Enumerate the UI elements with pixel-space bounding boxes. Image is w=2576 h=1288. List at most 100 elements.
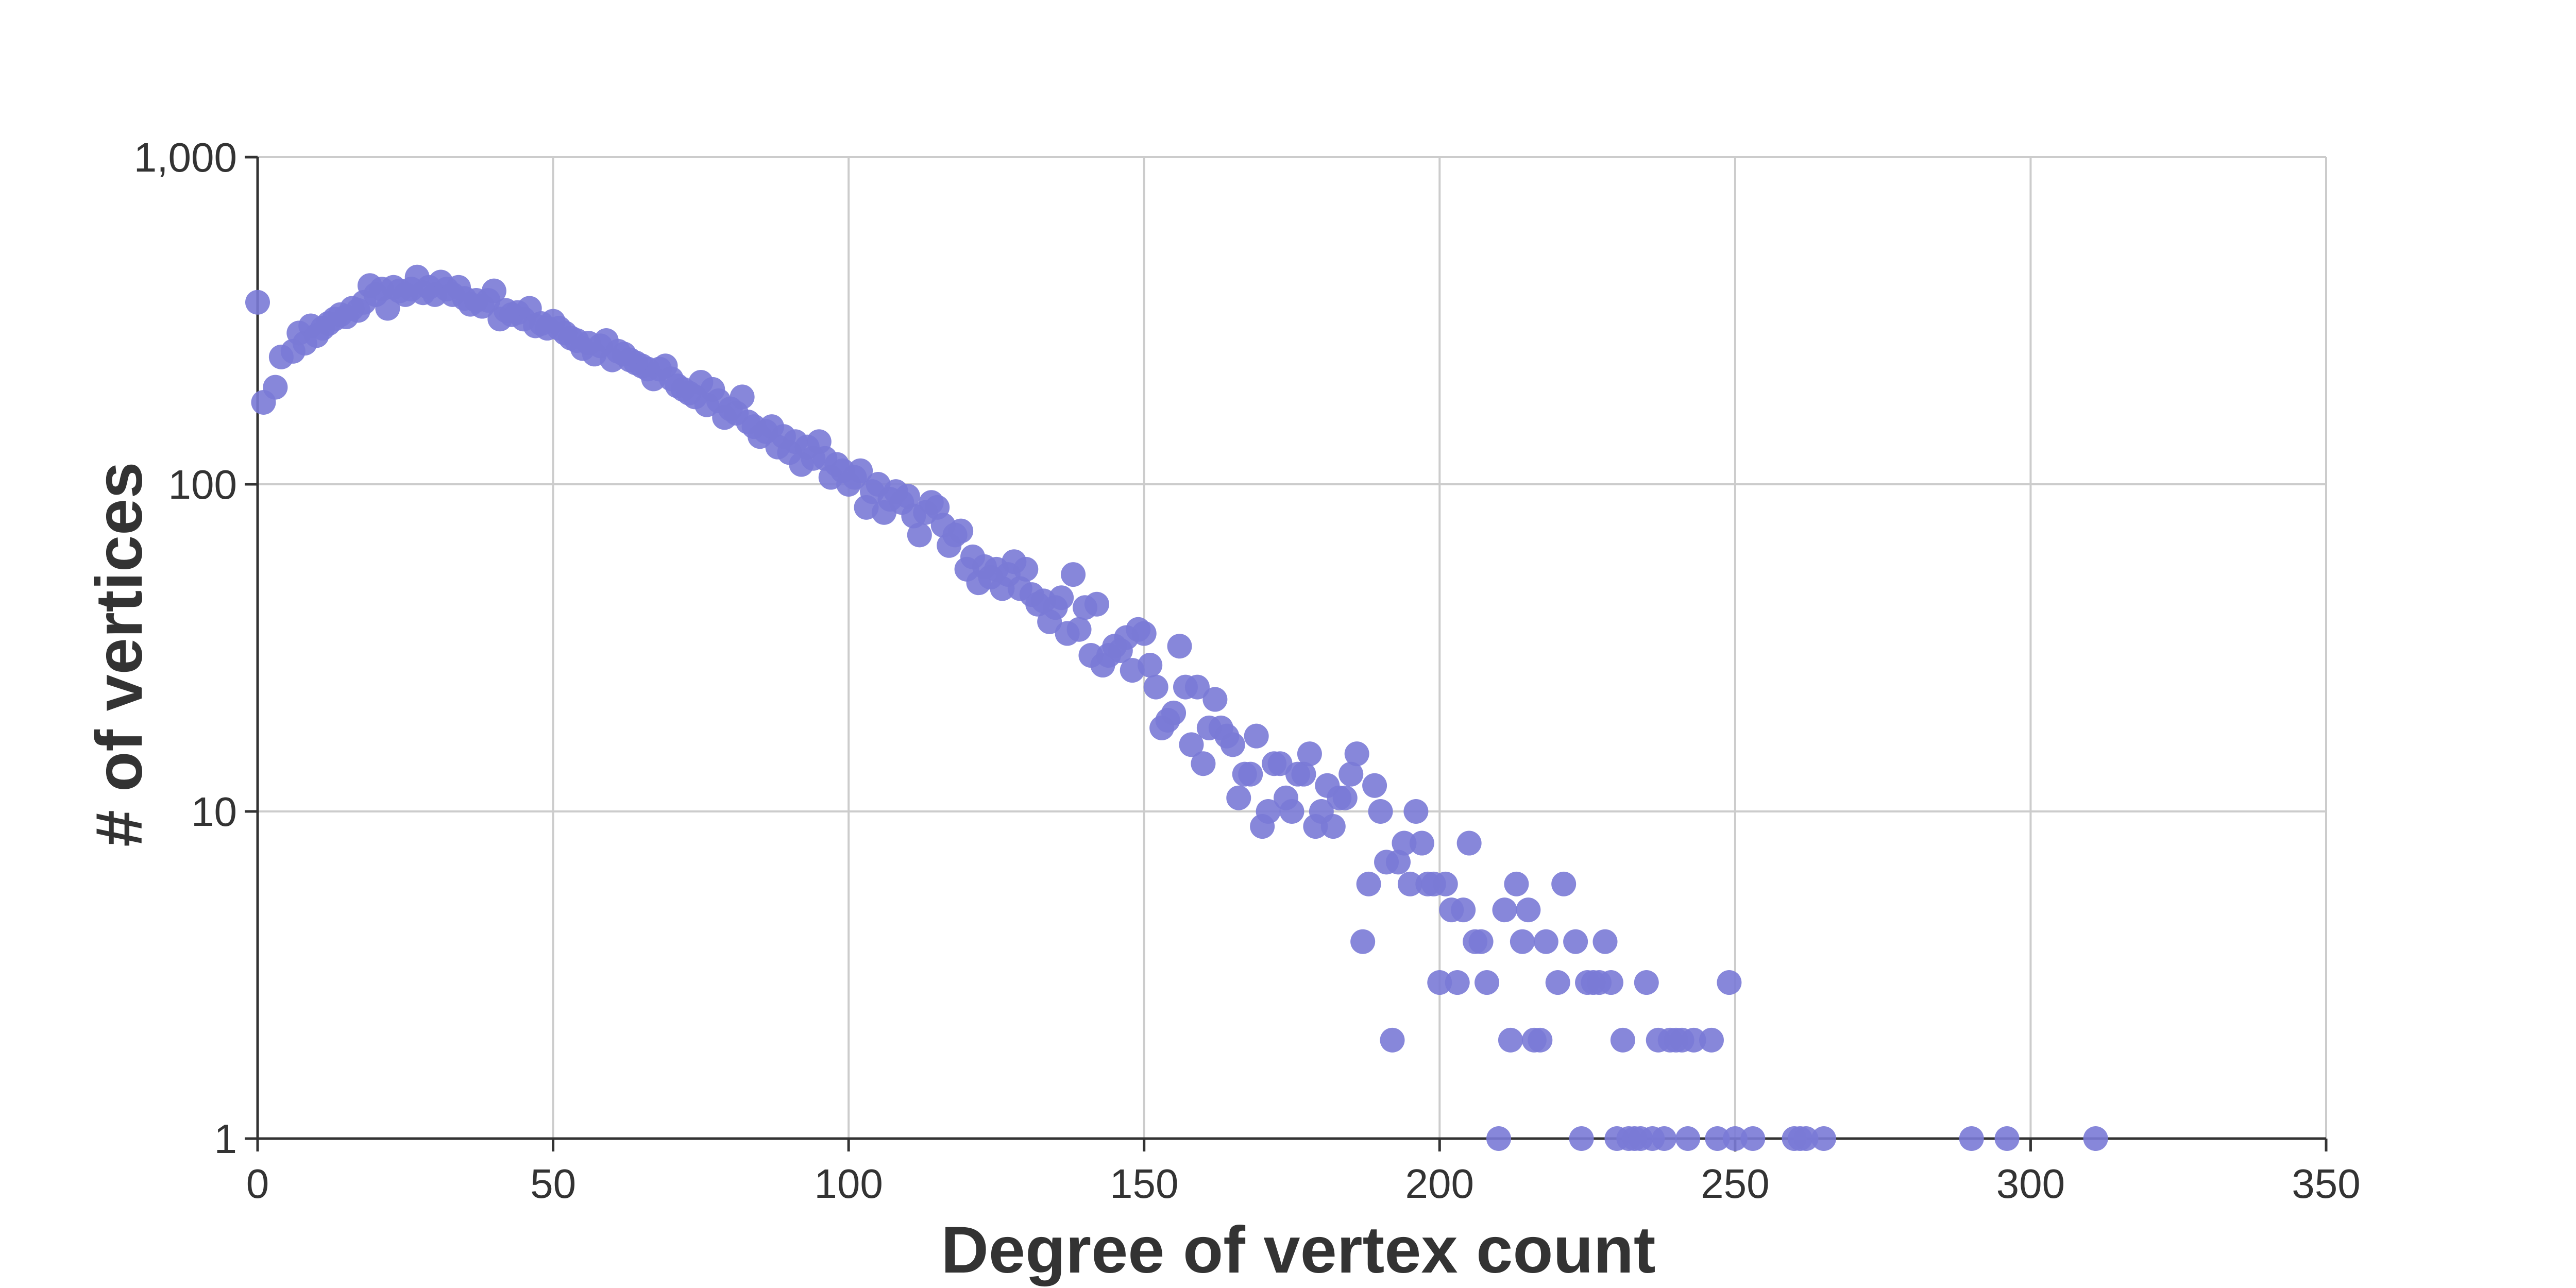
data-point bbox=[1291, 761, 1316, 787]
data-point bbox=[1811, 1126, 1836, 1151]
data-point bbox=[1066, 617, 1092, 642]
data-point bbox=[895, 483, 920, 509]
data-point bbox=[1533, 929, 1558, 954]
data-point bbox=[1563, 929, 1588, 954]
axes bbox=[245, 156, 2328, 1151]
data-point bbox=[1344, 741, 1369, 767]
x-tick-label: 100 bbox=[814, 1161, 883, 1207]
data-point bbox=[1681, 1027, 1706, 1053]
data-point bbox=[1528, 1027, 1553, 1053]
data-point bbox=[1451, 897, 1476, 923]
data-point bbox=[1634, 970, 1659, 995]
data-point bbox=[1592, 929, 1618, 954]
data-point bbox=[1356, 871, 1381, 896]
data-point bbox=[1959, 1126, 1984, 1151]
data-point bbox=[2083, 1126, 2108, 1151]
data-point bbox=[1167, 634, 1192, 659]
x-tick-label: 300 bbox=[1996, 1161, 2065, 1207]
data-point bbox=[1551, 871, 1577, 896]
data-point bbox=[1994, 1126, 2020, 1151]
data-points bbox=[245, 264, 2108, 1151]
data-point bbox=[1610, 1027, 1635, 1053]
data-point bbox=[1368, 799, 1393, 824]
data-point bbox=[1433, 871, 1458, 896]
data-point bbox=[1397, 871, 1422, 896]
data-point bbox=[1722, 1126, 1748, 1151]
data-point bbox=[1320, 814, 1346, 839]
data-point bbox=[1244, 723, 1269, 749]
data-point bbox=[1699, 1027, 1724, 1053]
y-tick-label: 10 bbox=[191, 789, 237, 835]
data-point bbox=[1179, 732, 1204, 757]
data-point bbox=[1297, 741, 1322, 767]
data-point bbox=[730, 384, 755, 410]
data-point bbox=[1191, 751, 1216, 776]
x-axis-title: Degree of vertex count bbox=[941, 1213, 1655, 1287]
data-point bbox=[848, 458, 873, 483]
data-point bbox=[1332, 785, 1358, 810]
grid bbox=[258, 156, 2327, 1139]
data-point bbox=[1256, 799, 1281, 824]
data-point bbox=[245, 290, 270, 315]
data-point bbox=[1049, 585, 1074, 611]
data-point bbox=[1652, 1126, 1677, 1151]
data-point bbox=[1569, 1126, 1594, 1151]
data-point bbox=[1445, 970, 1470, 995]
y-tick-label: 100 bbox=[168, 462, 237, 507]
data-point bbox=[1161, 700, 1187, 725]
data-point bbox=[1403, 799, 1429, 824]
data-point bbox=[1061, 562, 1086, 587]
data-point bbox=[1385, 850, 1411, 875]
y-axis-title: # of vertices bbox=[82, 462, 156, 846]
data-point bbox=[1184, 674, 1210, 700]
data-point bbox=[1409, 831, 1434, 856]
x-tick-label: 200 bbox=[1405, 1161, 1474, 1207]
data-point bbox=[1492, 897, 1517, 923]
data-point bbox=[1220, 732, 1245, 757]
data-point bbox=[1468, 929, 1494, 954]
data-point bbox=[375, 296, 400, 321]
data-point bbox=[907, 522, 932, 548]
data-point bbox=[948, 518, 974, 544]
data-point bbox=[1131, 621, 1157, 646]
data-point bbox=[1226, 785, 1251, 810]
y-tick-label: 1,000 bbox=[134, 134, 237, 180]
data-point bbox=[1740, 1126, 1766, 1151]
tick-labels: 0 50 100 150 200 250 300 350 1 10 100 1,000 bbox=[134, 134, 2361, 1207]
x-tick-label: 250 bbox=[1701, 1161, 1769, 1207]
y-tick-label: 1 bbox=[214, 1116, 238, 1162]
data-point bbox=[1598, 970, 1623, 995]
data-point bbox=[1202, 687, 1228, 712]
data-point bbox=[1498, 1027, 1523, 1053]
data-point bbox=[481, 278, 506, 303]
data-point bbox=[1338, 761, 1364, 787]
data-point bbox=[1456, 831, 1482, 856]
data-point bbox=[1510, 929, 1535, 954]
data-point bbox=[1675, 1126, 1701, 1151]
data-point bbox=[1238, 761, 1263, 787]
x-tick-label: 150 bbox=[1110, 1161, 1178, 1207]
data-point bbox=[1380, 1027, 1405, 1053]
data-point bbox=[1427, 970, 1452, 995]
data-point bbox=[1279, 799, 1304, 824]
data-point bbox=[1084, 591, 1109, 617]
x-tick-label: 350 bbox=[2292, 1161, 2360, 1207]
data-point bbox=[1504, 871, 1529, 896]
data-point bbox=[1545, 970, 1570, 995]
data-point bbox=[1013, 556, 1039, 582]
data-point bbox=[1475, 970, 1500, 995]
data-point bbox=[1138, 653, 1163, 678]
data-point bbox=[1143, 674, 1168, 700]
data-point bbox=[1717, 970, 1742, 995]
data-point bbox=[1362, 773, 1387, 798]
data-point bbox=[1516, 897, 1541, 923]
data-point bbox=[1350, 929, 1376, 954]
data-point bbox=[1705, 1126, 1730, 1151]
x-tick-label: 0 bbox=[246, 1161, 269, 1207]
data-point bbox=[263, 375, 288, 400]
data-point bbox=[1392, 831, 1417, 856]
data-point bbox=[1486, 1126, 1511, 1151]
data-point bbox=[1793, 1126, 1819, 1151]
